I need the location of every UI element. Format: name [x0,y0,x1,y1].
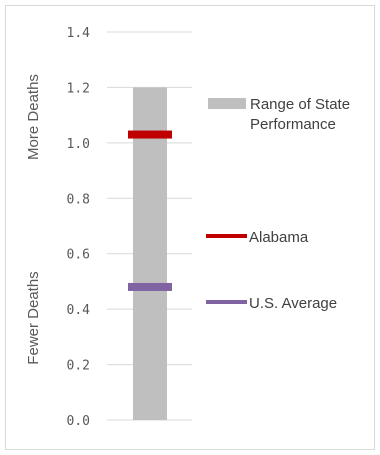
more-deaths-label: More Deaths [25,74,42,160]
legend-swatch-range [208,98,246,109]
marker-alabama [128,130,172,139]
y-tick-label: 1.0 [67,137,90,152]
range-bar [133,87,167,420]
y-tick-label: 1.2 [67,81,90,96]
y-tick-label: 0.8 [67,192,90,207]
chart-frame [5,5,375,450]
y-tick-label: 0.0 [67,414,90,429]
y-tick-label: 1.4 [67,26,91,41]
marker-u-s-average [128,282,172,291]
legend-label-range-line2: Performance [250,116,336,133]
fewer-deaths-label: Fewer Deaths [25,271,42,364]
y-axis-ticks: 0.0 0.2 0.4 0.6 0.8 1.0 1.2 1.4 [67,26,91,429]
y-tick-label: 0.6 [67,248,90,263]
y-tick-label: 0.4 [67,303,91,318]
legend-label-alabama: Alabama [249,229,309,246]
legend-label-us-average: U.S. Average [249,295,337,312]
legend: Range of State Performance Alabama U.S. … [206,96,350,312]
value-markers [128,130,172,291]
y-tick-label: 0.2 [67,359,90,374]
legend-label-range-line1: Range of State [250,96,350,113]
